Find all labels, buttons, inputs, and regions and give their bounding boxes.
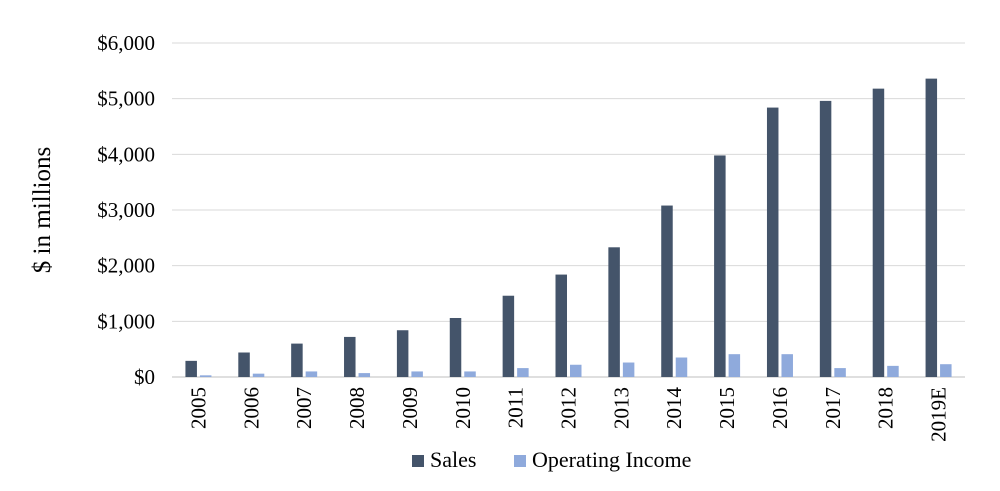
bar-operating-income xyxy=(199,375,212,377)
bar-sales xyxy=(238,352,250,377)
x-tick-label: 2010 xyxy=(451,387,475,429)
bar-operating-income xyxy=(570,364,582,377)
bars xyxy=(185,78,952,378)
y-axis-title: $ in millions xyxy=(29,147,56,273)
bar-sales xyxy=(608,247,620,377)
x-tick-label: 2013 xyxy=(609,387,633,429)
y-tick-label: $5,000 xyxy=(97,87,155,111)
bar-operating-income xyxy=(781,354,793,377)
bar-operating-income xyxy=(305,371,318,377)
x-tick-label: 2015 xyxy=(715,387,739,429)
bar-sales xyxy=(661,205,673,377)
x-tick-label: 2019E xyxy=(927,387,951,442)
bar-sales xyxy=(396,330,409,377)
bar-sales xyxy=(714,155,726,377)
x-tick-label: 2014 xyxy=(662,387,686,430)
y-tick-label: $3,000 xyxy=(97,198,155,222)
y-axis-ticks: $0 $1,000 $2,000 $3,000 $4,000 $5,000 $6,000 xyxy=(97,31,155,389)
gridlines xyxy=(172,42,965,378)
x-tick-label: 2009 xyxy=(398,387,422,429)
bar-operating-income xyxy=(464,371,476,377)
bar-sales xyxy=(185,360,197,377)
bar-sales xyxy=(344,336,356,377)
bar-sales xyxy=(872,88,885,377)
bar-sales xyxy=(766,107,779,377)
legend-sales-swatch xyxy=(412,455,424,467)
legend-operating-income-label: Operating Income xyxy=(532,447,691,472)
bar-sales xyxy=(555,274,567,377)
bar-sales xyxy=(819,100,832,377)
bar-operating-income xyxy=(834,368,846,377)
bar-operating-income xyxy=(940,364,952,377)
bar-sales xyxy=(291,343,303,377)
x-tick-label: 2017 xyxy=(821,387,845,429)
bar-operating-income xyxy=(622,362,635,377)
bar-sales xyxy=(449,317,462,377)
x-axis-ticks: 2005 2006 2007 2008 2009 2010 2011 2012 2013 2014… xyxy=(186,387,950,442)
bar-operating-income xyxy=(252,373,265,377)
bar-sales xyxy=(502,295,515,377)
legend-operating-income-swatch xyxy=(514,455,526,467)
bar-sales xyxy=(925,78,938,378)
x-tick-label: 2018 xyxy=(874,387,898,429)
x-tick-label: 2016 xyxy=(768,387,792,429)
legend-sales-label: Sales xyxy=(430,447,476,472)
bar-operating-income xyxy=(728,354,741,377)
x-tick-label: 2006 xyxy=(239,387,263,429)
y-tick-label: $4,000 xyxy=(97,142,155,166)
y-tick-label: $2,000 xyxy=(97,254,155,278)
x-tick-label: 2011 xyxy=(504,387,528,428)
x-tick-label: 2005 xyxy=(186,387,210,429)
y-tick-label: $0 xyxy=(134,365,155,389)
bar-operating-income xyxy=(675,357,688,377)
y-tick-label: $1,000 xyxy=(97,309,155,333)
bar-operating-income xyxy=(358,373,371,377)
y-tick-label: $6,000 xyxy=(97,31,155,55)
x-tick-label: 2007 xyxy=(292,387,316,429)
x-tick-label: 2012 xyxy=(557,387,581,429)
x-tick-label: 2008 xyxy=(345,387,369,429)
bar-operating-income xyxy=(517,368,529,377)
bar-operating-income xyxy=(887,365,899,377)
legend: Sales Operating Income xyxy=(412,447,691,472)
bar-operating-income xyxy=(411,371,423,377)
